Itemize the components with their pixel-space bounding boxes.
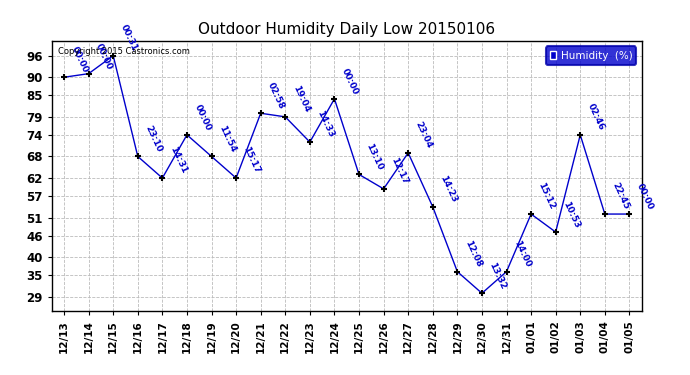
Text: 15:17: 15:17: [241, 146, 262, 175]
Text: 23:04: 23:04: [414, 120, 434, 150]
Text: 12:08: 12:08: [463, 239, 483, 269]
Text: 12:17: 12:17: [389, 156, 409, 186]
Text: 00:00: 00:00: [193, 103, 213, 132]
Title: Outdoor Humidity Daily Low 20150106: Outdoor Humidity Daily Low 20150106: [198, 22, 495, 37]
Text: 00:00: 00:00: [635, 182, 655, 211]
Text: 02:58: 02:58: [266, 81, 286, 111]
Text: 00:00: 00:00: [94, 42, 115, 71]
Text: 00:00: 00:00: [70, 45, 90, 75]
Text: 22:45: 22:45: [611, 182, 631, 211]
Text: 19:04: 19:04: [290, 84, 311, 114]
Text: 14:31: 14:31: [168, 146, 188, 175]
Text: 14:33: 14:33: [315, 110, 336, 139]
Text: 13:32: 13:32: [487, 261, 508, 291]
Text: 10:53: 10:53: [561, 200, 582, 229]
Text: 15:12: 15:12: [537, 182, 557, 211]
Text: 00:00: 00:00: [340, 67, 360, 96]
Text: 02:46: 02:46: [586, 102, 606, 132]
Legend: Humidity  (%): Humidity (%): [546, 46, 636, 65]
Text: 14:00: 14:00: [512, 239, 532, 269]
Text: 00:31: 00:31: [119, 23, 139, 53]
Text: Copyright 2015 Castronics.com: Copyright 2015 Castronics.com: [58, 46, 190, 56]
Text: 11:54: 11:54: [217, 124, 237, 154]
Text: 14:23: 14:23: [438, 174, 459, 204]
Text: 13:10: 13:10: [364, 142, 385, 172]
Text: 23:10: 23:10: [144, 124, 164, 154]
